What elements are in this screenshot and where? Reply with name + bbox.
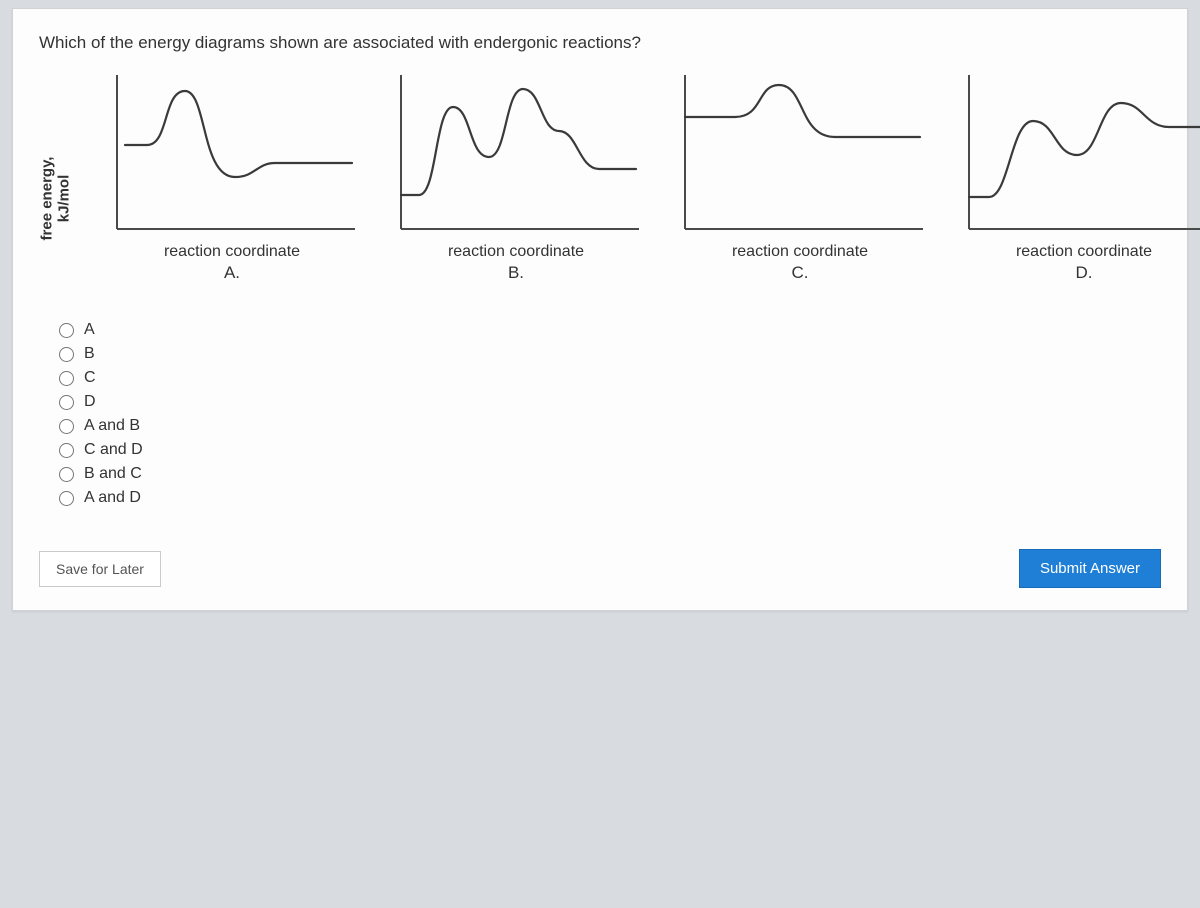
option-label-ad: A and D — [84, 489, 141, 507]
option-d[interactable]: D — [59, 393, 1161, 411]
diagram-d: reaction coordinate D. — [959, 67, 1200, 283]
option-ad[interactable]: A and D — [59, 489, 1161, 507]
radio-cd[interactable] — [59, 443, 74, 458]
option-label-cd: C and D — [84, 441, 143, 459]
option-b[interactable]: B — [59, 345, 1161, 363]
dlabel-b: B. — [508, 263, 524, 283]
option-ab[interactable]: A and B — [59, 417, 1161, 435]
radio-b[interactable] — [59, 347, 74, 362]
footer-row: Save for Later Submit Answer — [39, 549, 1161, 588]
ylabel-line1: free energy, — [39, 156, 56, 240]
dlabel-d: D. — [1076, 263, 1093, 283]
diagram-b: reaction coordinate B. — [391, 67, 641, 283]
xlabel-d: reaction coordinate — [1016, 243, 1152, 261]
radio-bc[interactable] — [59, 467, 74, 482]
option-a[interactable]: A — [59, 321, 1161, 339]
radio-a[interactable] — [59, 323, 74, 338]
xlabel-c: reaction coordinate — [732, 243, 868, 261]
plot-a — [107, 67, 357, 237]
curve-c — [685, 85, 920, 137]
xlabel-a: reaction coordinate — [164, 243, 300, 261]
curve-b — [401, 89, 636, 195]
xlabel-b: reaction coordinate — [448, 243, 584, 261]
options-list: A B C D A and B C and D B and C A and D — [59, 321, 1161, 507]
y-axis-label: free energy, kJ/mol — [40, 156, 73, 240]
radio-d[interactable] — [59, 395, 74, 410]
plot-d — [959, 67, 1200, 237]
option-label-d: D — [84, 393, 96, 411]
plot-b — [391, 67, 641, 237]
option-c[interactable]: C — [59, 369, 1161, 387]
curve-d — [969, 103, 1200, 197]
y-axis-label-wrap: free energy, kJ/mol — [39, 113, 73, 283]
option-label-b: B — [84, 345, 95, 363]
submit-answer-button[interactable]: Submit Answer — [1019, 549, 1161, 588]
radio-ad[interactable] — [59, 491, 74, 506]
dlabel-c: C. — [792, 263, 809, 283]
diagram-c: reaction coordinate C. — [675, 67, 925, 283]
diagrams-row: free energy, kJ/mol reaction coordinate … — [39, 67, 1161, 283]
option-label-bc: B and C — [84, 465, 142, 483]
option-label-a: A — [84, 321, 95, 339]
ylabel-line2: kJ/mol — [55, 174, 72, 222]
diagram-a: reaction coordinate A. — [107, 67, 357, 283]
option-bc[interactable]: B and C — [59, 465, 1161, 483]
save-for-later-button[interactable]: Save for Later — [39, 551, 161, 587]
option-label-ab: A and B — [84, 417, 140, 435]
option-cd[interactable]: C and D — [59, 441, 1161, 459]
question-text: Which of the energy diagrams shown are a… — [39, 33, 1161, 53]
radio-c[interactable] — [59, 371, 74, 386]
radio-ab[interactable] — [59, 419, 74, 434]
plot-c — [675, 67, 925, 237]
option-label-c: C — [84, 369, 96, 387]
question-card: Which of the energy diagrams shown are a… — [12, 8, 1188, 611]
dlabel-a: A. — [224, 263, 240, 283]
curve-a — [125, 91, 352, 177]
